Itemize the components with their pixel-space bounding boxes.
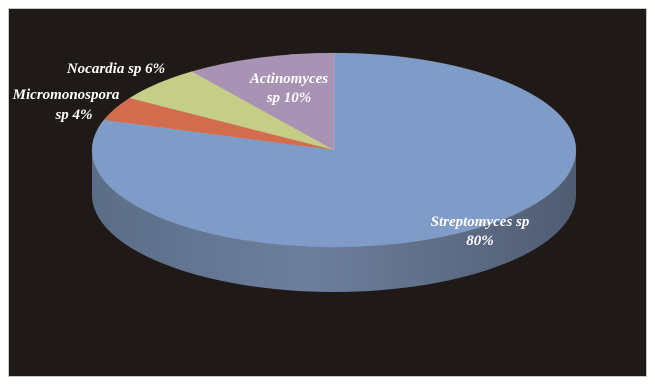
label-micromonospora-value: sp 4% <box>54 107 92 123</box>
label-streptomyces-value: 80% <box>466 233 494 249</box>
pie-slice-streptomyces <box>91 52 577 248</box>
label-streptomyces-name: Streptomyces sp <box>431 214 530 230</box>
pie-slice-actinomyces <box>190 52 335 151</box>
label-actinomyces-name: Actinomyces <box>249 71 328 87</box>
pie-slice-nocardia <box>128 71 335 151</box>
label-actinomyces-value: sp 10% <box>266 90 312 106</box>
pie-side-wall <box>92 150 576 292</box>
pie-slice-micromonospora <box>103 97 335 151</box>
label-micromonospora-name: Micromonospora <box>12 87 120 103</box>
label-nocardia: Nocardia sp 6% <box>66 61 165 77</box>
